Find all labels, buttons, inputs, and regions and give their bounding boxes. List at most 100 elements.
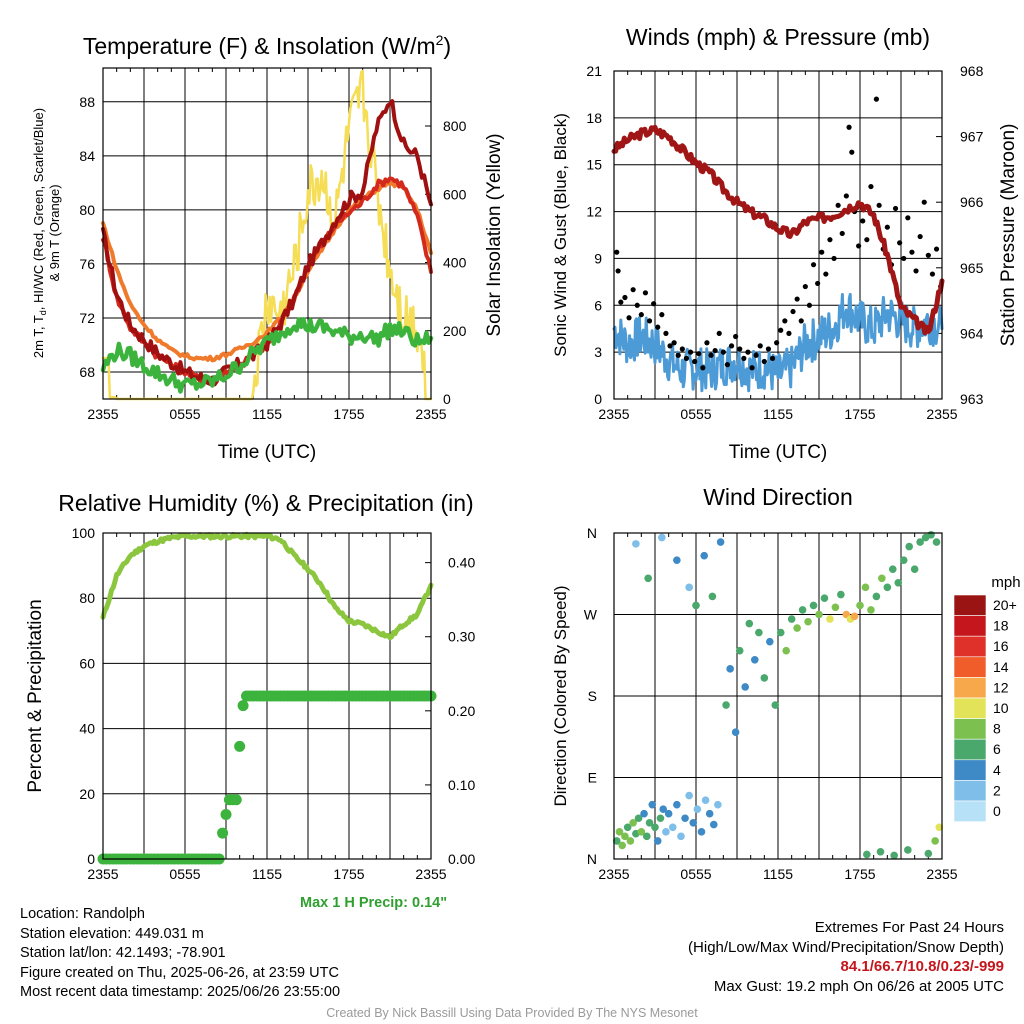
dir-point <box>755 628 763 637</box>
wind-y-tick-label: 3 <box>594 344 602 360</box>
wind-y-tick-label: 9 <box>594 250 602 266</box>
rh-precip-point <box>237 700 249 712</box>
dir-point <box>831 603 840 612</box>
temp-x-tick-label: 1755 <box>333 406 364 422</box>
temp-y2-tick-label: 400 <box>443 255 467 271</box>
rh-precip-point <box>234 740 246 752</box>
wind-gust-point <box>687 349 694 355</box>
humidity-plot: 0 20 40 60 80 100 0.00 0.10 0.20 0.30 0.40 2355 0555… <box>72 525 476 882</box>
temp-x-tick-label: 0555 <box>169 406 200 422</box>
dir-y-tick-label: S <box>588 688 597 704</box>
temperature-plot: 68 72 76 80 84 88 0 200 400 600 800 2355 0555 1155 175… <box>79 67 467 422</box>
colorbar-swatch <box>953 656 987 678</box>
wind-gust-point <box>753 352 759 358</box>
dir-point <box>656 814 665 823</box>
wind-gust-point <box>778 327 784 333</box>
rh-x-tick-label: 1755 <box>333 866 364 882</box>
wind-gust-point <box>933 246 940 252</box>
wind-gust-point <box>810 262 817 268</box>
dir-point <box>745 619 754 628</box>
dir-point <box>664 809 673 818</box>
wind-gust-point <box>615 268 621 274</box>
wind-gust-point <box>835 202 841 208</box>
dir-point <box>804 617 812 626</box>
wind-gust-point <box>774 340 780 346</box>
wind-gust-point <box>864 237 870 243</box>
dir-point <box>640 809 648 818</box>
dir-point <box>883 583 892 592</box>
dir-point <box>644 574 652 583</box>
wind-gust-point <box>921 199 927 205</box>
wind-gust-point <box>897 240 903 246</box>
speed-colorbar: 20+ 18 16 14 12 10 8 6 4 2 0 <box>953 594 1017 822</box>
temp-y-tick-label: 80 <box>79 202 95 218</box>
dir-point <box>894 579 903 587</box>
wind-gust-point <box>868 183 874 190</box>
rh-y-tick-label: 100 <box>72 525 96 541</box>
dir-point <box>935 823 944 832</box>
dir-x-tick-label: 0555 <box>680 866 711 882</box>
wind-y-tick-label: 15 <box>586 157 602 173</box>
elevation-text: Station elevation: 449.031 m <box>20 925 204 942</box>
location-text: Location: Randolph <box>20 906 145 922</box>
dir-point <box>932 538 941 546</box>
created-text: Figure created on Thu, 2025-06-26, at 23… <box>20 964 339 981</box>
dir-point <box>771 701 780 709</box>
dir-point <box>701 796 710 804</box>
latlon-text: Station lat/lon: 42.1493; -78.901 <box>20 945 226 961</box>
temp-y-tick-label: 76 <box>79 256 95 272</box>
dir-point <box>722 701 730 709</box>
wind-y2-tick-label: 966 <box>960 194 984 210</box>
dir-point <box>890 851 898 860</box>
colorbar-swatch <box>953 718 987 740</box>
dir-point <box>700 551 708 560</box>
colorbar-label: 8 <box>993 721 1001 737</box>
colorbar-label: 10 <box>993 700 1009 716</box>
rh-y-tick-label: 0 <box>87 851 95 867</box>
dir-point <box>731 728 740 737</box>
temp-series-2m-t <box>101 99 433 387</box>
rh-x-tick-label: 1155 <box>252 866 282 882</box>
dir-point <box>689 818 698 827</box>
rh-precip-point <box>220 809 232 821</box>
rh-y2-tick-label: 0.30 <box>448 629 475 645</box>
dir-point <box>612 837 621 845</box>
wind-gust-point <box>692 358 698 365</box>
wind-gust-point <box>749 365 755 371</box>
colorbar-swatch <box>953 800 987 822</box>
wind-x-tick-label: 1155 <box>763 406 793 422</box>
wind-y-tick-label: 12 <box>586 204 602 220</box>
dir-point <box>798 606 807 614</box>
dir-point <box>692 601 700 610</box>
winds-ylabel: Sonic Wind & Gust (Blue, Black) <box>551 113 570 357</box>
wind-gust-point <box>683 355 690 361</box>
dir-point <box>910 565 919 574</box>
dir-point <box>931 837 939 845</box>
dir-point <box>653 837 662 845</box>
wind-gust-point <box>917 233 923 240</box>
extremes-info: Extremes For Past 24 Hours (High/Low/Max… <box>688 918 1004 996</box>
wind-y2-tick-label: 967 <box>960 129 984 145</box>
dir-point <box>637 828 646 836</box>
dir-point <box>681 814 689 823</box>
wind-gust-point <box>798 318 804 324</box>
wind-gust-point <box>679 346 685 352</box>
colorbar-swatch <box>953 738 987 761</box>
wind-gust-point <box>802 283 808 290</box>
extremes-values: 84.1/66.7/10.8/0.23/-999 <box>840 958 1004 975</box>
colorbar-label: 16 <box>993 638 1009 654</box>
dir-point <box>927 531 935 539</box>
wind-y-tick-label: 0 <box>594 391 602 407</box>
wind-gust-point <box>708 352 714 358</box>
wind-gust-point <box>790 308 796 315</box>
colorbar-swatch <box>953 635 987 658</box>
wind-x-tick-label: 0555 <box>680 406 711 422</box>
wind-gust-point <box>638 312 644 318</box>
dir-point <box>837 590 845 599</box>
colorbar-swatch <box>953 615 987 637</box>
wind-series-sonic-wind <box>612 292 944 393</box>
dir-point <box>826 615 834 623</box>
humidity-panel-title: Relative Humidity (%) & Precipitation (i… <box>58 490 473 516</box>
temperature-xlabel: Time (UTC) <box>218 442 317 463</box>
